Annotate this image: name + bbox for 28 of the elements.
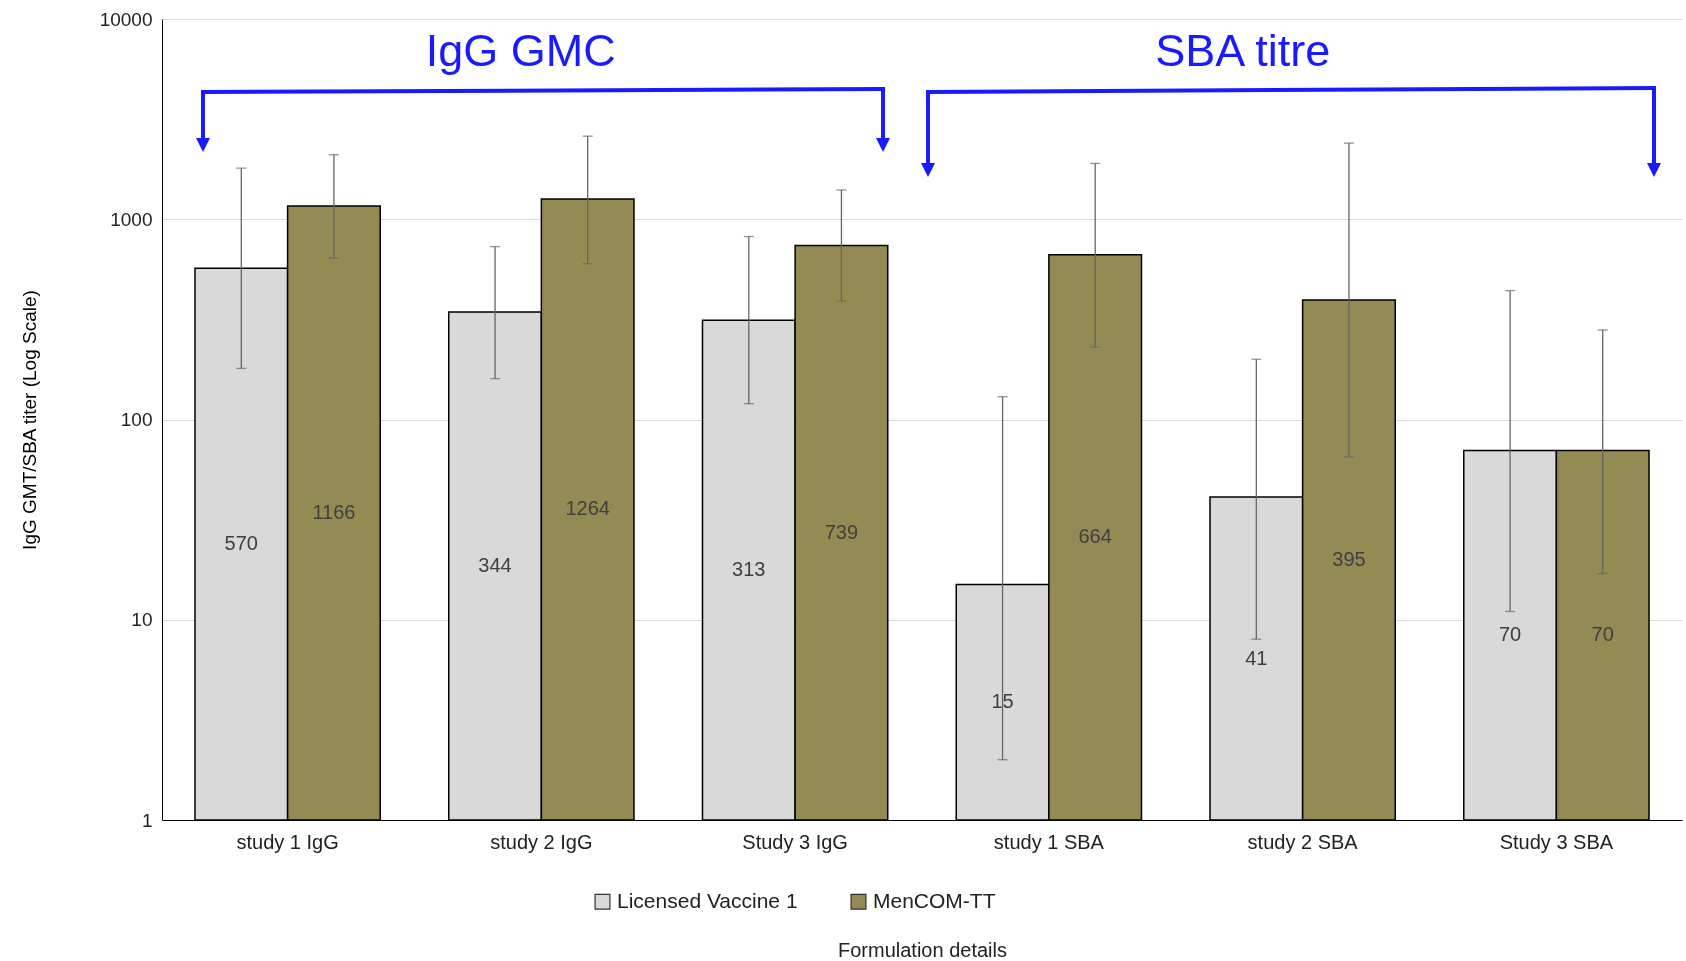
data-label: 1166 <box>312 500 356 523</box>
data-label: 41 <box>1245 646 1268 669</box>
data-label: 739 <box>824 520 859 543</box>
data-label: 1264 <box>565 497 610 520</box>
x-tick-label: study 2 SBA <box>1247 830 1359 853</box>
x-tick-label: Study 3 SBA <box>1499 830 1614 853</box>
data-label: 395 <box>1332 548 1366 571</box>
annotation: SBA titre <box>1155 25 1331 76</box>
data-label: 70 <box>1591 623 1614 646</box>
data-label: 664 <box>1078 525 1112 548</box>
y-tick-label: 10 <box>131 609 153 631</box>
y-tick-label: 100 <box>120 409 153 430</box>
annotation: IgG GMC <box>425 25 616 76</box>
y-axis-title: IgG GMT/SBA titer (Log Scale) <box>18 290 40 550</box>
x-tick-label: study 1 IgG <box>236 830 339 853</box>
y-tick-label: 10000 <box>99 8 153 30</box>
x-tick-label: study 1 SBA <box>993 830 1105 853</box>
data-label: 70 <box>1498 623 1522 646</box>
y-tick-label: 1 <box>141 809 153 831</box>
data-label: 313 <box>732 558 766 581</box>
x-tick-label: Study 3 IgG <box>742 830 848 853</box>
x-axis-title: Formulation details <box>838 938 1007 961</box>
data-label: 344 <box>478 554 512 577</box>
legend-label: Licensed Vaccine 1 <box>617 888 798 912</box>
data-label: 570 <box>224 532 258 555</box>
legend-label: MenCOM-TT <box>873 888 996 912</box>
y-tick-label: 1000 <box>110 208 153 230</box>
x-tick-label: study 2 IgG <box>490 830 593 853</box>
